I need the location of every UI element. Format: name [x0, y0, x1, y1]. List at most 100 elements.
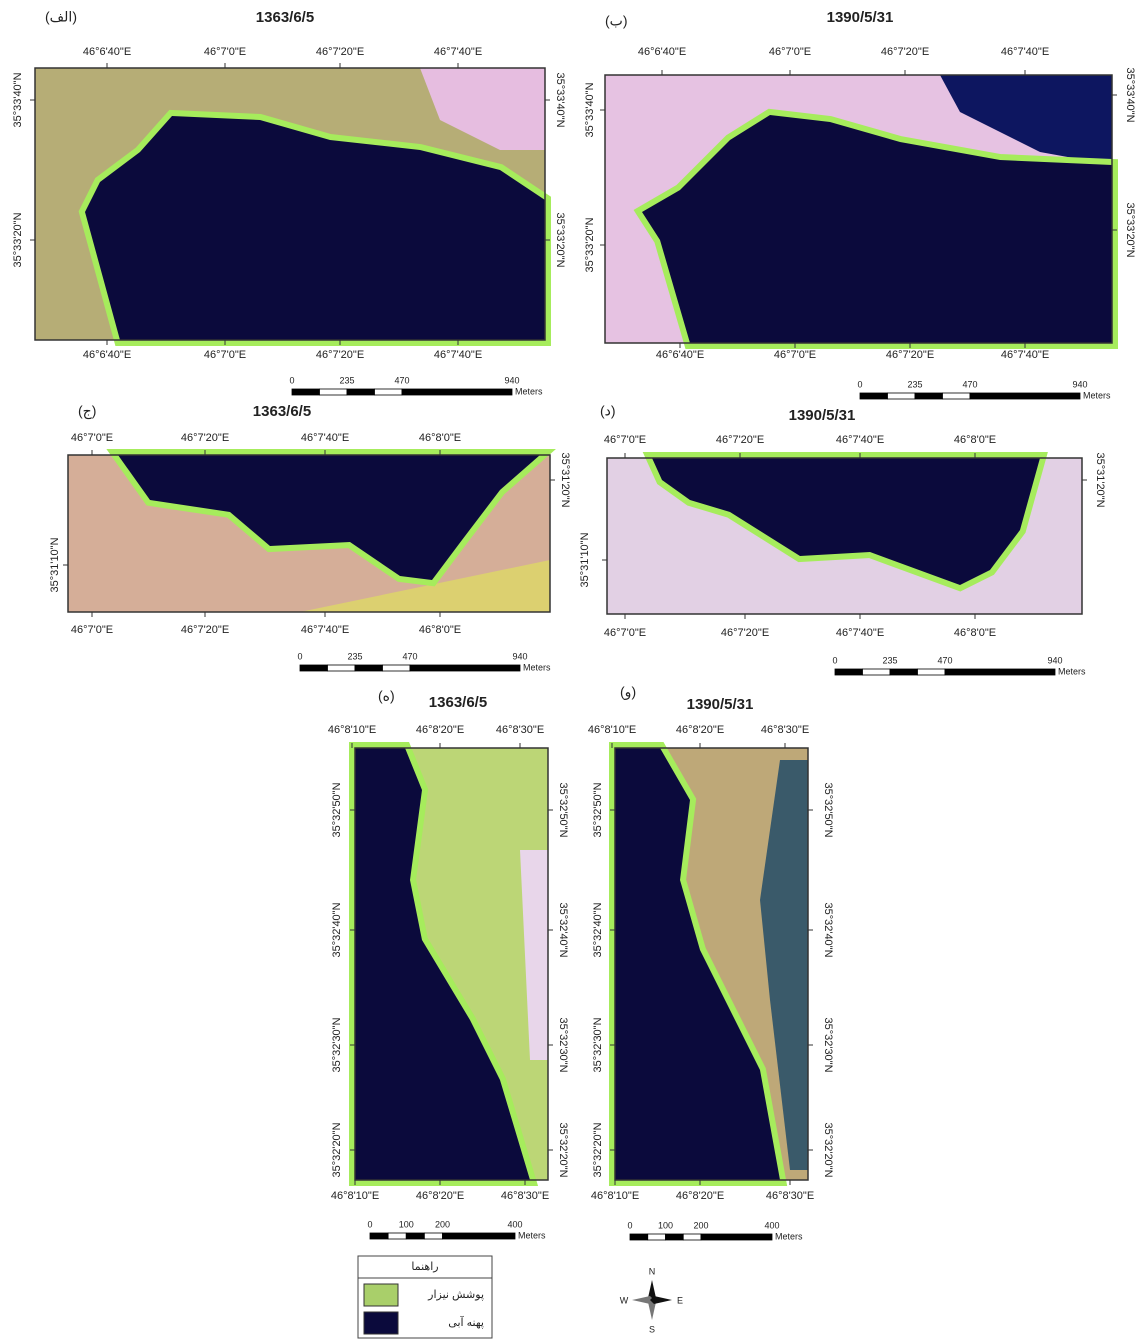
bottom-tick-label: 46°8'0"E [419, 624, 461, 636]
scale-label: 0 [832, 655, 837, 665]
map-frame [604, 74, 1113, 344]
right-tick-label: 35°32'30"N [822, 1017, 834, 1072]
scale-segment [423, 1232, 443, 1240]
scale-label: 470 [394, 375, 409, 385]
scale-label: 470 [402, 651, 417, 661]
scale-segment [409, 664, 521, 672]
panel-date: 1390/5/31 [687, 696, 754, 713]
left-tick-label: 35°31'10"N [579, 532, 591, 587]
land-cover [300, 560, 550, 612]
map-frame [67, 454, 551, 613]
left-tick-label: 35°32'20"N [592, 1122, 604, 1177]
scale-segment [346, 388, 375, 396]
panel-date: 1363/6/5 [429, 694, 487, 711]
scale-segment [682, 1233, 702, 1241]
legend-label: پوشش نیزار [427, 1289, 484, 1301]
scale-label: 100 [399, 1219, 414, 1229]
scale-segment [862, 668, 891, 676]
right-tick-label: 35°31'20"N [1094, 452, 1106, 507]
right-tick-label: 35°31'20"N [559, 452, 571, 507]
left-tick-label: 35°33'20"N [12, 212, 24, 267]
scale-unit: Meters [515, 386, 543, 396]
scale-label: 235 [907, 379, 922, 389]
scale-segment [374, 388, 403, 396]
top-tick-label: 46°7'40"E [434, 46, 482, 58]
scale-label: 0 [627, 1220, 632, 1230]
panel-label: (الف) [45, 9, 77, 25]
scale-label: 0 [289, 375, 294, 385]
left-tick-label: 35°33'20"N [584, 217, 596, 272]
bottom-tick-label: 46°7'20"E [721, 627, 769, 639]
left-tick-label: 35°32'40"N [331, 902, 343, 957]
water-body [355, 748, 530, 1180]
scale-label: 0 [857, 379, 862, 389]
legend: راهنما پوشش نیزار پهنه آبی [357, 1255, 493, 1339]
legend-swatch [363, 1283, 399, 1307]
scale-label: 235 [339, 375, 354, 385]
compass: N E S W [620, 1266, 683, 1334]
compass-arrow [632, 1296, 654, 1304]
scale-segment [319, 388, 348, 396]
bottom-tick-label: 46°7'0"E [204, 349, 246, 361]
scale-label: 940 [1047, 655, 1062, 665]
compass-s: S [649, 1324, 655, 1334]
top-tick-label: 46°8'30"E [496, 724, 544, 736]
compass-e: E [677, 1295, 683, 1305]
panel-date: 1363/6/5 [253, 403, 311, 420]
bottom-tick-label: 46°7'20"E [886, 349, 934, 361]
scale-segment [917, 668, 946, 676]
scale-label: 235 [347, 651, 362, 661]
scale-label: 235 [882, 655, 897, 665]
top-tick-label: 46°8'10"E [588, 724, 636, 736]
legend-label: پهنه آبی [448, 1315, 484, 1329]
panel-date: 1390/5/31 [789, 407, 856, 424]
top-tick-label: 46°7'40"E [836, 434, 884, 446]
water-body [85, 116, 545, 340]
right-tick-label: 35°32'40"N [822, 902, 834, 957]
map-panel: (الف) 1363/6/5 46°6'40"E 46°7'0"E 46°7'20"E 4… [12, 9, 566, 397]
bottom-tick-label: 46°8'10"E [331, 1190, 379, 1202]
legend-swatch [363, 1311, 399, 1335]
top-tick-label: 46°7'20"E [316, 46, 364, 58]
scale-unit: Meters [1058, 666, 1086, 676]
scale-label: 100 [658, 1220, 673, 1230]
top-tick-label: 46°8'0"E [954, 434, 996, 446]
scale-label: 940 [512, 651, 527, 661]
top-tick-label: 46°8'0"E [419, 432, 461, 444]
top-tick-label: 46°7'20"E [716, 434, 764, 446]
bottom-tick-label: 46°7'0"E [774, 349, 816, 361]
right-tick-label: 35°33'40"N [554, 72, 566, 127]
scale-segment [291, 388, 320, 396]
map-panel: (د) 1390/5/31 46°7'0"E 46°7'20"E 46°7'40"E 46… [579, 403, 1106, 677]
top-tick-label: 46°6'40"E [638, 46, 686, 58]
scale-segment [647, 1233, 666, 1241]
right-tick-label: 35°33'40"N [1124, 67, 1136, 122]
map-panel: (و) 1390/5/31 46°8'10"E 46°8'20"E 46°8'30"E 4… [588, 684, 834, 1242]
scale-segment [382, 664, 411, 672]
top-tick-label: 46°7'0"E [769, 46, 811, 58]
left-tick-label: 35°32'50"N [592, 782, 604, 837]
top-tick-label: 46°7'0"E [204, 46, 246, 58]
land-cover [520, 850, 548, 1060]
scale-label: 940 [504, 375, 519, 385]
water-body [615, 748, 780, 1180]
scale-label: 940 [1072, 379, 1087, 389]
scale-segment [944, 668, 1056, 676]
bottom-tick-label: 46°7'0"E [71, 624, 113, 636]
bottom-tick-label: 46°8'10"E [591, 1190, 639, 1202]
bottom-tick-label: 46°8'20"E [676, 1190, 724, 1202]
land-cover [420, 68, 545, 150]
scale-label: 470 [962, 379, 977, 389]
left-tick-label: 35°32'40"N [592, 902, 604, 957]
top-tick-label: 46°7'40"E [1001, 46, 1049, 58]
scale-segment [387, 1232, 407, 1240]
left-tick-label: 35°33'40"N [12, 72, 24, 127]
bottom-tick-label: 46°7'40"E [1001, 349, 1049, 361]
water-body [642, 115, 1112, 343]
scale-segment [369, 1232, 389, 1240]
top-tick-label: 46°8'30"E [761, 724, 809, 736]
compass-w: W [620, 1295, 629, 1305]
scale-label: 400 [764, 1220, 779, 1230]
